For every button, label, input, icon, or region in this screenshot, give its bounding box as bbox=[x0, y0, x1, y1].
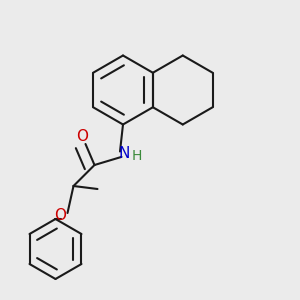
Text: N: N bbox=[119, 146, 130, 160]
Text: O: O bbox=[54, 208, 66, 224]
Text: O: O bbox=[76, 129, 88, 144]
Text: H: H bbox=[131, 149, 142, 163]
